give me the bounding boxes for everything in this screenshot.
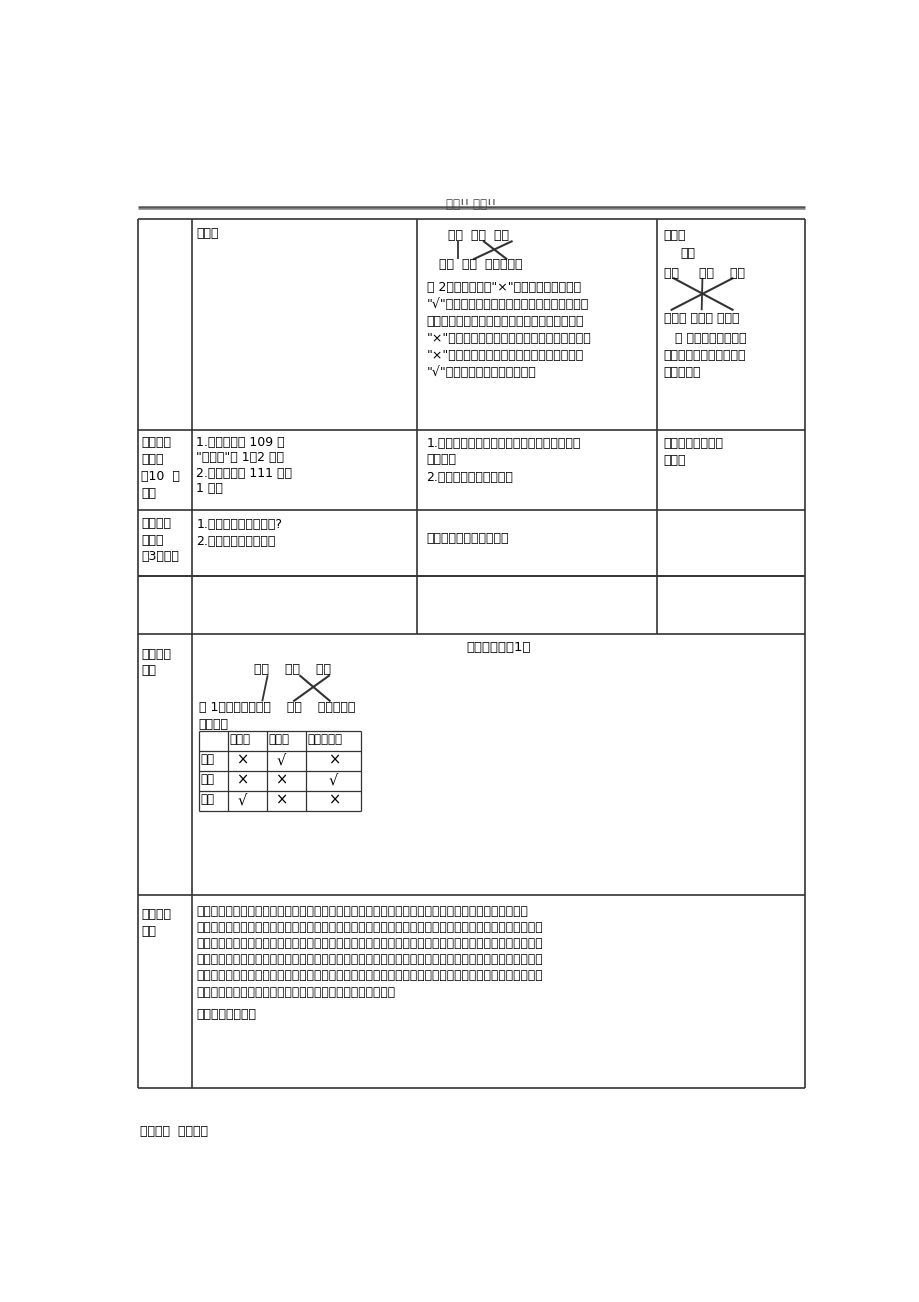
Text: 教师点评和总结：: 教师点评和总结： xyxy=(196,1008,256,1021)
Text: 答 小松得了第一名，: 答 小松得了第一名， xyxy=(674,332,745,345)
Text: 反思: 反思 xyxy=(142,924,156,937)
Text: 小雨     小东    小松: 小雨 小东 小松 xyxy=(663,267,743,280)
Text: 五、教学: 五、教学 xyxy=(142,647,171,660)
Text: 教学过程中老师的: 教学过程中老师的 xyxy=(663,437,723,450)
Text: 1.完成教材第 109 页: 1.完成教材第 109 页 xyxy=(196,436,285,449)
Text: 谈谈自己本节课的收获。: 谈谈自己本节课的收获。 xyxy=(426,533,508,546)
Text: 生 2：表格法。画"×"表示没拿这本书，画: 生 2：表格法。画"×"表示没拿这本书，画 xyxy=(426,281,580,294)
Text: 钟）: 钟） xyxy=(142,487,156,500)
Text: ×: × xyxy=(329,792,341,807)
Text: 体订正。: 体订正。 xyxy=(426,453,456,466)
Text: √: √ xyxy=(237,792,246,807)
Text: 数学书: 数学书 xyxy=(230,733,250,746)
Text: 2.完成教材第 111 页第: 2.完成教材第 111 页第 xyxy=(196,466,292,479)
Text: （3分钟）: （3分钟） xyxy=(142,551,179,564)
Text: 小红: 小红 xyxy=(200,753,214,766)
Text: √: √ xyxy=(329,772,338,788)
Text: 小红    小丽    小刚: 小红 小丽 小刚 xyxy=(255,663,331,676)
Text: √: √ xyxy=(276,753,285,767)
Text: 在的推理问题，引导学生思考、分析、解决问题，让学生经历简单的推理过程，初步获得了一些简单推理的: 在的推理问题，引导学生思考、分析、解决问题，让学生经历简单的推理过程，初步获得了… xyxy=(196,937,542,950)
Text: 本节课从学生喜欢的游戏入手，创设情境，提出问题，由问题引起学生的学习兴趣，让学生体验到生活: 本节课从学生喜欢的游戏入手，创设情境，提出问题，由问题引起学生的学习兴趣，让学生… xyxy=(196,905,528,918)
Text: 好好学习  天天向上: 好好学习 天天向上 xyxy=(140,1125,208,1138)
Text: "√"。同理表示出小刚拿的书。: "√"。同理表示出小刚拿的书。 xyxy=(426,366,536,379)
Text: 经验，很好地掌握简单推理的思维方法。让学生学习有趣味的数学，并让他们及时地学以致用，这正是当前: 经验，很好地掌握简单推理的思维方法。让学生学习有趣味的数学，并让他们及时地学以致… xyxy=(196,953,542,966)
Text: 1.这节课你有什么收获?: 1.这节课你有什么收获? xyxy=(196,518,282,531)
Text: 第一名 第二名 第三名: 第一名 第二名 第三名 xyxy=(663,311,738,324)
Text: 小红  小丽  小刚: 小红 小丽 小刚 xyxy=(448,229,509,242)
Text: 1.先审清题意，找到解题关键再独立完成，集: 1.先审清题意，找到解题关键再独立完成，集 xyxy=(426,437,580,450)
Text: "做一做"第 1、2 题。: "做一做"第 1、2 题。 xyxy=(196,452,284,464)
Text: ×: × xyxy=(276,772,289,788)
Text: "×"，这样小丽下面只能在品德与生活书处画: "×"，这样小丽下面只能在品德与生活书处画 xyxy=(426,349,584,362)
Text: 表格法：: 表格法： xyxy=(199,719,229,732)
Text: "×"。再根据小丽的话，把小丽下面的数学书画: "×"。再根据小丽的话，把小丽下面的数学书画 xyxy=(426,332,591,345)
Text: 几名？: 几名？ xyxy=(663,229,686,242)
Text: 拿的是语文书。所以在语文书栏里给其他两人画: 拿的是语文书。所以在语文书栏里给其他两人画 xyxy=(426,315,584,328)
Text: 中处处有数学，数学就在身边。学生带着这种感受进入到新课的学习中。课堂教学中通过结合现实生活中存: 中处处有数学，数学就在身边。学生带着这种感受进入到新课的学习中。课堂教学中通过结… xyxy=(196,921,542,934)
Text: （10  分: （10 分 xyxy=(142,470,180,483)
Text: 2.布置课后学习内容。: 2.布置课后学习内容。 xyxy=(196,535,276,548)
Text: 解：: 解： xyxy=(680,247,695,260)
Text: 疑问：: 疑问： xyxy=(663,454,686,467)
Text: 例 1：连线法：语文    数学    品德与生活: 例 1：连线法：语文 数学 品德与生活 xyxy=(199,702,355,715)
Text: 小刚: 小刚 xyxy=(200,793,214,806)
Text: 了第三名。: 了第三名。 xyxy=(663,366,700,379)
Text: 1 题。: 1 题。 xyxy=(196,482,223,495)
Text: 六、教学: 六、教学 xyxy=(142,907,171,921)
Text: 小东得了第二名，小雨得: 小东得了第二名，小雨得 xyxy=(663,349,745,362)
Text: ×: × xyxy=(329,753,341,767)
Text: ×: × xyxy=(276,792,289,807)
Text: 品德与生活: 品德与生活 xyxy=(307,733,342,746)
Text: 板书: 板书 xyxy=(142,664,156,677)
Text: 练习。: 练习。 xyxy=(142,453,164,466)
Text: 语文书: 语文书 xyxy=(268,733,289,746)
Text: 四、课堂: 四、课堂 xyxy=(142,517,171,530)
Text: 简单的推理（1）: 简单的推理（1） xyxy=(466,642,530,655)
Text: 的新课标所倡导的理念。教学过程中，教师及时地给予肯定和表扬，学生们表现出深厚的学习兴趣和高昂的: 的新课标所倡导的理念。教学过程中，教师及时地给予肯定和表扬，学生们表现出深厚的学… xyxy=(196,970,542,983)
Text: "√"表示拿这本书，先根据小红的话，判断出她: "√"表示拿这本书，先根据小红的话，判断出她 xyxy=(426,298,588,311)
Text: 三、巩固: 三、巩固 xyxy=(142,436,171,449)
Text: ×: × xyxy=(237,753,249,767)
Text: 方法。: 方法。 xyxy=(196,227,219,240)
Text: 努力!! 加油!!: 努力!! 加油!! xyxy=(446,198,496,211)
Text: ×: × xyxy=(237,772,249,788)
Text: 2.独立完成，全班交流。: 2.独立完成，全班交流。 xyxy=(426,471,513,484)
Text: 学习热情，营造了民主、平等的课堂氛围，气氛活跃、和谐。: 学习热情，营造了民主、平等的课堂氛围，气氛活跃、和谐。 xyxy=(196,986,395,999)
Text: 小丽: 小丽 xyxy=(200,773,214,786)
Text: 小结。: 小结。 xyxy=(142,534,164,547)
Text: 语文  数学  品德与生活: 语文 数学 品德与生活 xyxy=(438,258,522,271)
